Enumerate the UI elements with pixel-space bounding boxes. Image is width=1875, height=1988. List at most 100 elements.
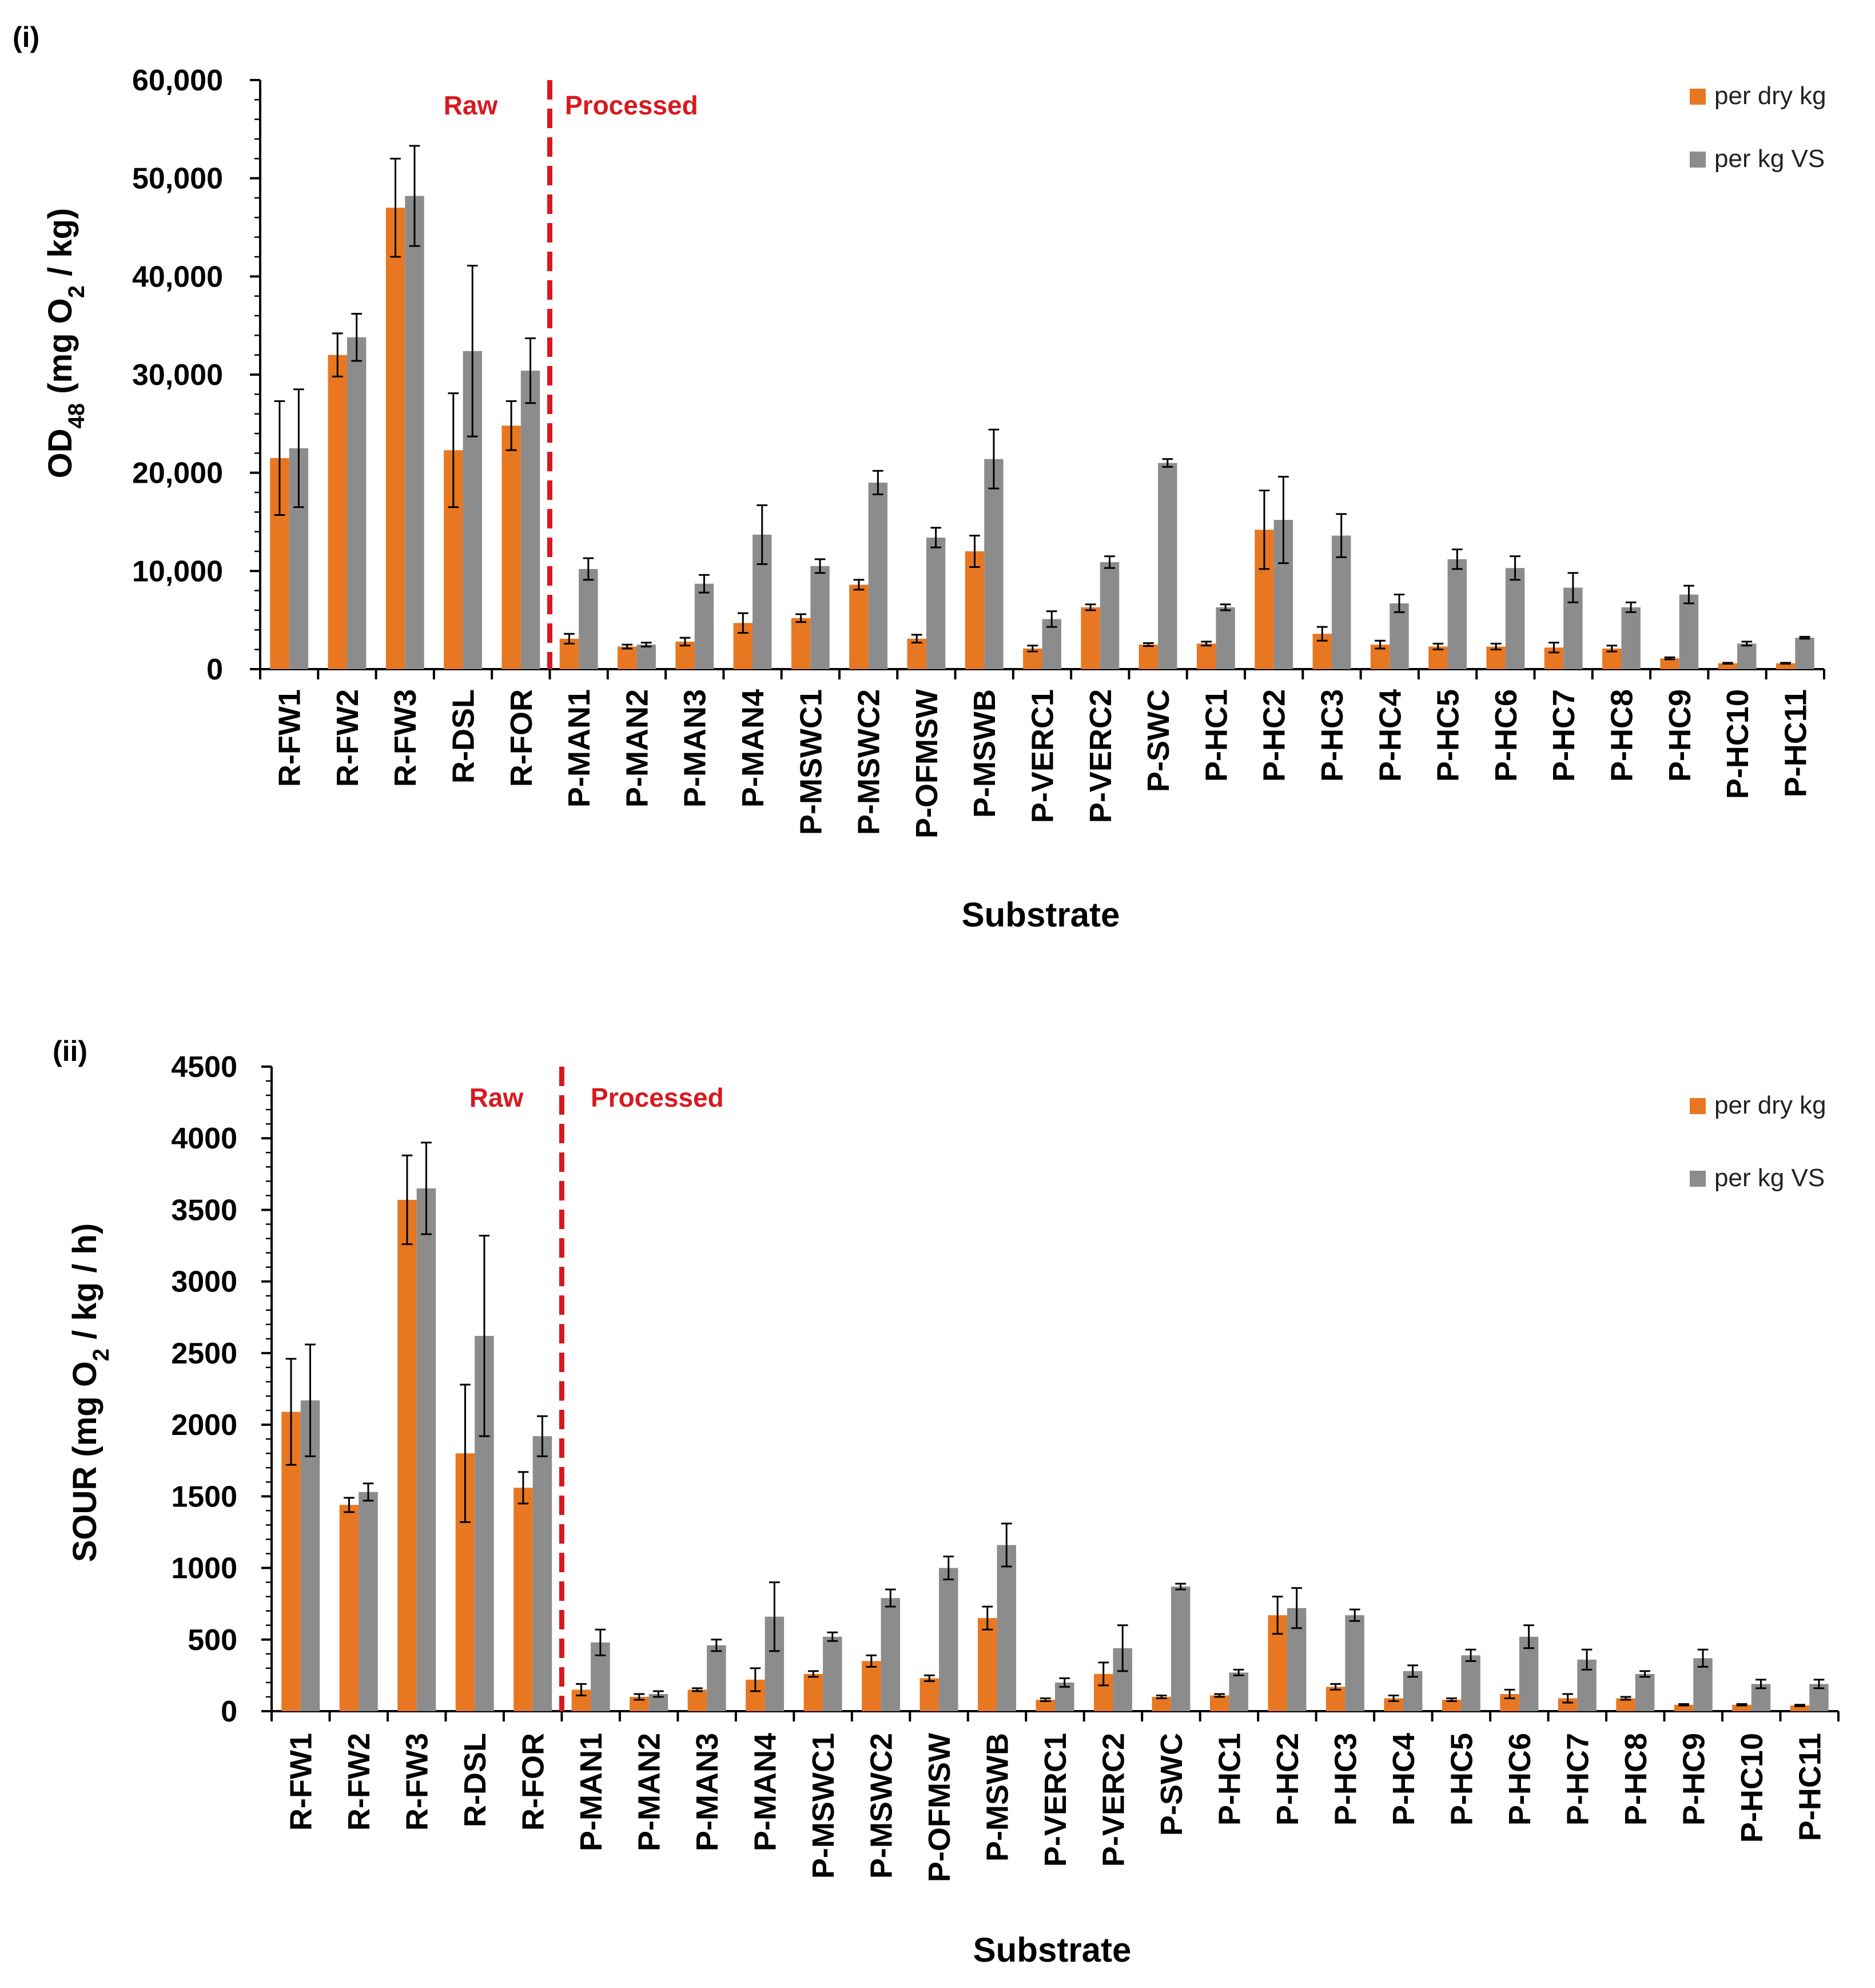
bar-per-kg-VS-P-HC10 [1737, 643, 1757, 669]
y-tick-label: 3500 [171, 1194, 237, 1227]
bar-per-kg-VS-P-MAN2 [636, 645, 656, 669]
bar-per-dry-kg-P-OFMSW [907, 638, 926, 669]
y-tick-label: 20,000 [132, 457, 223, 490]
y-tick-label: 0 [206, 653, 223, 686]
x-tick-label: P-HC4 [1387, 1733, 1421, 1826]
bar-per-kg-VS-P-MAN3 [707, 1645, 726, 1711]
bar-per-kg-VS-P-SWC [1158, 463, 1177, 669]
x-tick-label: P-MAN4 [736, 689, 770, 808]
raw-annotation: Raw [444, 90, 498, 120]
chart-panel-i: (i) OD48 (mg O2 / kg) Substrate Raw Proc… [13, 21, 1826, 934]
x-tick-label: P-MSWC2 [865, 1733, 899, 1879]
x-tick-label: P-SWC [1155, 1733, 1189, 1836]
bar-per-kg-VS-P-MSWC2 [868, 482, 888, 669]
x-tick-label: P-HC6 [1489, 689, 1523, 782]
y-tick-label: 4000 [171, 1122, 237, 1155]
x-axis-title: Substrate [962, 896, 1120, 934]
y-tick-label: 1000 [171, 1552, 237, 1585]
x-tick-label: P-HC1 [1199, 689, 1233, 782]
y-tick-label: 500 [188, 1624, 237, 1657]
x-tick-label: P-MSWC1 [806, 1733, 841, 1879]
x-tick-label: R-FW1 [273, 689, 307, 787]
bar-per-dry-kg-P-HC1 [1209, 1695, 1229, 1711]
bar-per-kg-VS-P-HC8 [1635, 1673, 1655, 1711]
legend-label-per-dry-kg: per dry kg [1714, 82, 1826, 110]
x-tick-label: P-HC5 [1431, 689, 1466, 782]
y-axis-title-part-2: / kg) [42, 208, 79, 285]
x-tick-label: P-HC9 [1663, 689, 1697, 782]
x-tick-label: P-HC3 [1315, 689, 1349, 782]
x-tick-label: P-VERC2 [1096, 1733, 1130, 1867]
x-tick-label: P-OFMSW [910, 689, 944, 838]
x-tick-label: P-HC7 [1560, 1733, 1595, 1826]
x-tick-label: R-DSL [447, 689, 481, 784]
panel-label: (ii) [53, 1035, 87, 1067]
chart-panel-ii: (ii) SOUR (mg O2 / kg / h) Substrate Raw… [53, 1035, 1840, 1969]
x-tick-label: P-VERC1 [1038, 1733, 1073, 1867]
x-tick-label: P-HC6 [1503, 1733, 1537, 1826]
bar-per-dry-kg-P-SWC [1138, 645, 1159, 669]
raw-annotation: Raw [469, 1083, 524, 1112]
bar-per-dry-kg-P-MAN2 [617, 646, 637, 669]
x-tick-label: R-FW3 [388, 689, 423, 787]
y-tick-label: 4500 [171, 1051, 237, 1084]
bar-per-dry-kg-P-MSWB [965, 551, 985, 669]
legend-swatch-per-kg-vs [1690, 152, 1706, 168]
bar-per-dry-kg-P-HC3 [1325, 1687, 1345, 1711]
x-tick-label: P-MSWB [981, 1733, 1015, 1862]
bar-per-dry-kg-P-HC11 [1790, 1705, 1810, 1711]
x-tick-label: P-HC10 [1735, 1733, 1769, 1843]
x-tick-label: R-FW2 [331, 689, 365, 787]
y-tick-label: 2500 [171, 1337, 237, 1370]
bar-per-dry-kg-R-FOR [501, 426, 521, 669]
x-tick-label: R-FW1 [284, 1733, 319, 1831]
y-tick-label: 0 [221, 1695, 237, 1728]
bar-per-kg-VS-P-SWC [1171, 1587, 1191, 1711]
bar-per-kg-VS-R-FOR [520, 371, 540, 669]
processed-annotation: Processed [591, 1083, 724, 1112]
y-tick-label: 60,000 [132, 64, 223, 97]
x-tick-label: P-MAN3 [690, 1733, 724, 1851]
bar-per-dry-kg-P-SWC [1152, 1696, 1171, 1711]
y-tick-label: 2000 [171, 1409, 237, 1442]
bar-per-kg-VS-P-HC4 [1403, 1671, 1423, 1711]
x-tick-label: P-SWC [1141, 689, 1176, 792]
bar-per-dry-kg-P-MSWC1 [803, 1673, 823, 1711]
bar-per-kg-VS-P-HC5 [1447, 559, 1467, 669]
x-tick-label: P-HC4 [1373, 689, 1407, 782]
bar-per-dry-kg-P-HC9 [1674, 1704, 1694, 1711]
legend-label-per-kg-vs: per kg VS [1714, 145, 1825, 173]
x-tick-label: R-FW3 [400, 1733, 435, 1831]
bar-per-dry-kg-P-HC8 [1616, 1698, 1635, 1711]
x-tick-label: P-HC9 [1677, 1733, 1711, 1826]
legend-swatch-per-dry-kg [1690, 1098, 1706, 1114]
y-axis-title: OD48 (mg O2 / kg) [42, 208, 89, 479]
x-tick-label: P-MAN2 [620, 689, 654, 808]
bar-per-dry-kg-P-HC7 [1558, 1698, 1578, 1711]
x-tick-label: P-VERC2 [1084, 689, 1118, 823]
bar-per-dry-kg-P-MSWB [978, 1618, 997, 1711]
x-tick-label: P-HC11 [1793, 1733, 1827, 1841]
bar-per-kg-VS-R-FW3 [416, 1188, 436, 1711]
x-tick-label: P-OFMSW [922, 1733, 957, 1882]
y-tick-label: 10,000 [132, 555, 223, 588]
x-tick-label: P-HC10 [1721, 689, 1755, 799]
x-tick-label: P-MAN4 [749, 1733, 783, 1851]
bar-per-kg-VS-P-HC6 [1505, 568, 1525, 669]
plot-area: 0 500 1000 1500 2000 2500 3000 3500 4000 4500 R-FW… [171, 1051, 1840, 1882]
bar-per-kg-VS-P-HC6 [1519, 1636, 1539, 1711]
y-axis-title-subscript: 2 [89, 1349, 114, 1361]
bar-per-dry-kg-P-MAN3 [687, 1689, 707, 1711]
bar-per-kg-VS-P-MAN3 [694, 583, 714, 669]
bar-per-dry-kg-R-FW3 [385, 208, 405, 670]
x-tick-label: P-MAN2 [632, 1733, 667, 1851]
bar-per-kg-VS-P-OFMSW [926, 537, 946, 669]
y-axis-title-subscript-2: 2 [64, 285, 89, 298]
bar-per-dry-kg-P-MSWC2 [849, 585, 869, 669]
bar-per-kg-VS-P-HC11 [1795, 638, 1814, 669]
x-tick-label: R-DSL [458, 1733, 492, 1827]
panel-label: (i) [13, 21, 39, 53]
y-axis-title-main: OD [42, 428, 79, 478]
bar-per-kg-VS-P-HC9 [1679, 594, 1699, 669]
